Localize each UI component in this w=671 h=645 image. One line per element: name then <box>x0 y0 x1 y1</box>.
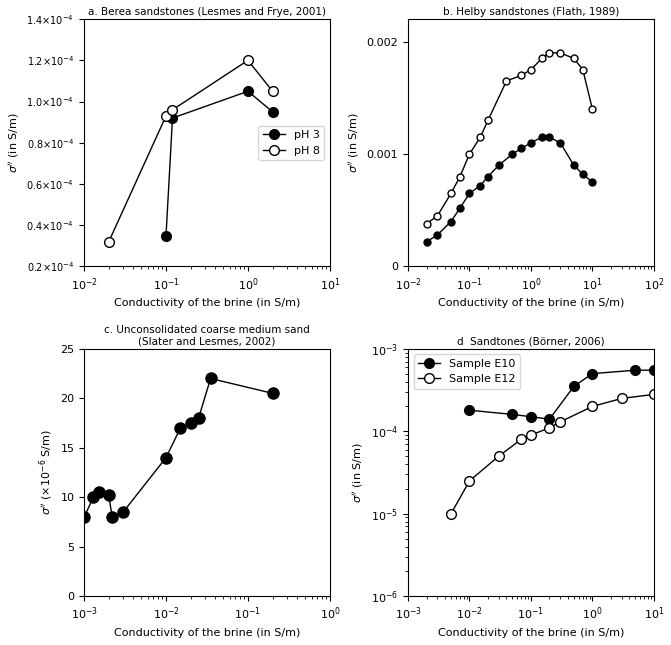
Sample E12 <box>546 424 554 432</box>
Sample E12 <box>447 510 455 517</box>
Title: d  Sandtones (Börner, 2006): d Sandtones (Börner, 2006) <box>457 337 605 346</box>
Sample E12 <box>618 395 626 402</box>
Line: pH 3: pH 3 <box>161 86 277 241</box>
Sample E10 <box>527 413 535 421</box>
X-axis label: Conductivity of the brine (in S/m): Conductivity of the brine (in S/m) <box>114 299 300 308</box>
Sample E10 <box>466 406 474 414</box>
Title: c. Unconsolidated coarse medium sand
(Slater and Lesmes, 2002): c. Unconsolidated coarse medium sand (Sl… <box>104 325 310 346</box>
pH 3 <box>168 114 176 122</box>
Y-axis label: $\sigma''$ (in S/m): $\sigma''$ (in S/m) <box>7 112 21 173</box>
X-axis label: Conductivity of the brine (in S/m): Conductivity of the brine (in S/m) <box>114 628 300 638</box>
Sample E10 <box>570 382 578 390</box>
Line: Sample E10: Sample E10 <box>464 365 659 424</box>
Sample E12 <box>495 452 503 460</box>
Title: a. Berea sandstones (Lesmes and Frye, 2001): a. Berea sandstones (Lesmes and Frye, 20… <box>88 7 326 17</box>
pH 8 <box>268 87 276 95</box>
pH 3 <box>162 232 170 239</box>
pH 8 <box>244 57 252 64</box>
pH 8 <box>168 106 176 114</box>
Line: Sample E12: Sample E12 <box>446 390 659 519</box>
Sample E12 <box>527 431 535 439</box>
Sample E12 <box>588 402 597 410</box>
Legend: Sample E10, Sample E12: Sample E10, Sample E12 <box>413 354 520 389</box>
Sample E12 <box>466 477 474 485</box>
X-axis label: Conductivity of the brine (in S/m): Conductivity of the brine (in S/m) <box>437 628 624 638</box>
pH 8 <box>162 112 170 120</box>
Title: b. Helby sandstones (Flath, 1989): b. Helby sandstones (Flath, 1989) <box>443 7 619 17</box>
Sample E12 <box>650 390 658 398</box>
Line: pH 8: pH 8 <box>104 55 277 246</box>
Sample E12 <box>517 435 525 443</box>
Sample E12 <box>556 418 564 426</box>
pH 3 <box>244 87 252 95</box>
Y-axis label: $\sigma''$ (in S/m): $\sigma''$ (in S/m) <box>347 112 361 173</box>
Sample E10 <box>650 366 658 374</box>
Sample E10 <box>631 366 639 374</box>
Legend: pH 3, pH 8: pH 3, pH 8 <box>258 126 324 160</box>
pH 3 <box>268 108 276 115</box>
Y-axis label: $\sigma''$ ($\times10^{-6}$ S/m): $\sigma''$ ($\times10^{-6}$ S/m) <box>37 430 55 515</box>
X-axis label: Conductivity of the brine (in S/m): Conductivity of the brine (in S/m) <box>437 299 624 308</box>
pH 8 <box>105 238 113 246</box>
Y-axis label: $\sigma''$ (in S/m): $\sigma''$ (in S/m) <box>352 442 366 503</box>
Sample E10 <box>509 411 517 419</box>
Sample E10 <box>546 415 554 423</box>
Sample E10 <box>588 370 597 377</box>
